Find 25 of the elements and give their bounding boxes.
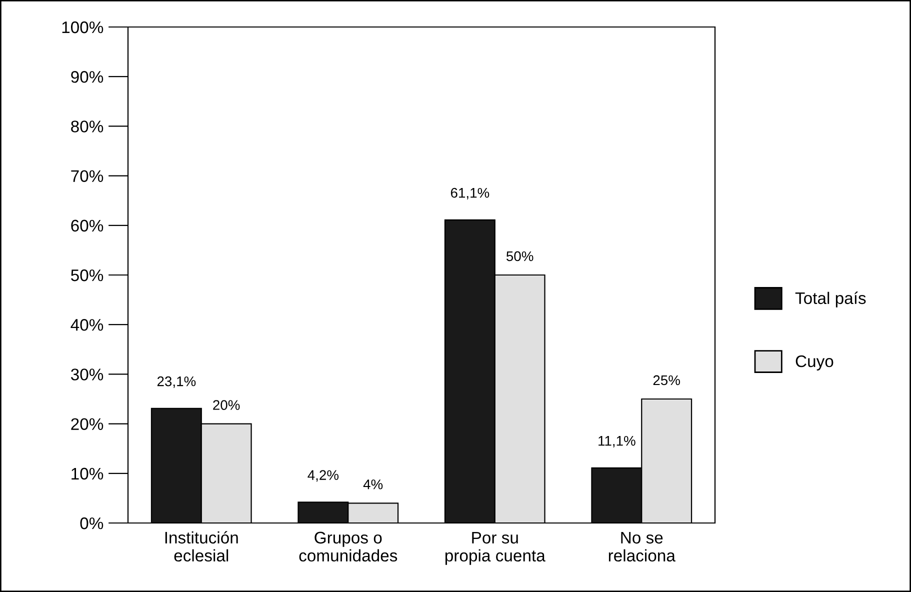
data-label: 61,1% xyxy=(450,188,490,200)
data-label: 23,1% xyxy=(157,376,196,388)
data-label: 4,2% xyxy=(308,470,339,482)
legend-label: Total país xyxy=(795,292,866,308)
y-tick-label: 10% xyxy=(72,468,104,480)
x-tick-label: Por su propia cuenta xyxy=(445,532,546,565)
data-label: 25% xyxy=(653,375,680,386)
data-label: 50% xyxy=(506,251,534,262)
y-tick-label: 90% xyxy=(71,71,104,83)
y-tick-label: 40% xyxy=(70,319,104,331)
y-tick-label: 30% xyxy=(70,368,104,380)
x-tick-label: Grupos o comunidades xyxy=(299,532,398,562)
y-tick-label: 0% xyxy=(80,517,104,530)
data-label: 11,1% xyxy=(598,436,636,448)
y-tick-label: 60% xyxy=(71,220,104,232)
x-tick-label: Institución eclesial xyxy=(165,531,238,562)
y-tick-label: 50% xyxy=(71,269,104,282)
x-tick-label: No se relaciona xyxy=(608,532,676,562)
data-label: 4% xyxy=(363,480,383,490)
legend-label: Cuyo xyxy=(796,355,834,370)
y-tick-label: 80% xyxy=(71,120,104,132)
data-label: 20% xyxy=(213,400,240,410)
y-tick-label: 20% xyxy=(71,418,104,430)
y-tick-label: 100% xyxy=(62,21,104,34)
y-tick-label: 70% xyxy=(71,170,104,182)
